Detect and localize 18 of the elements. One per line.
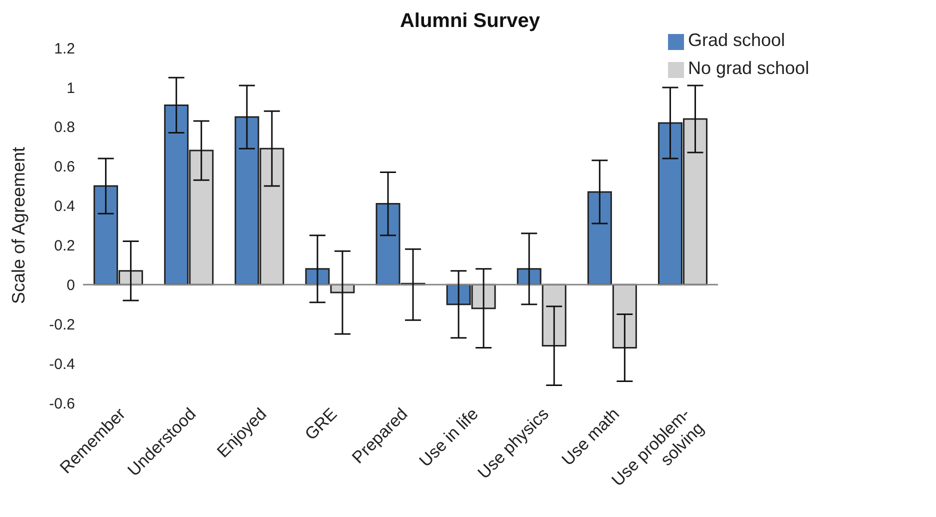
y-axis-title: Scale of Agreement — [8, 146, 28, 304]
y-tick-label: 0.8 — [54, 119, 75, 136]
y-tick-label: 0 — [66, 276, 75, 294]
y-tick-label: -0.6 — [49, 395, 75, 412]
legend-label: No grad school — [688, 58, 810, 78]
y-tick-label: -0.2 — [49, 316, 75, 334]
bar — [542, 284, 566, 347]
bar — [587, 191, 612, 286]
x-tick-label: Use in life — [416, 404, 482, 471]
legend-label: Grad school — [688, 30, 786, 50]
bar — [612, 284, 637, 349]
chart-title: Alumni Survey — [400, 10, 540, 32]
y-tick-label: 1.2 — [54, 40, 75, 58]
y-tick-label: 0.4 — [54, 198, 75, 216]
y-tick-label: 1 — [66, 80, 75, 97]
y-tick-label: 0.6 — [54, 158, 75, 176]
y-tick-label: -0.4 — [49, 356, 75, 373]
y-tick-label: 0.2 — [54, 238, 75, 255]
